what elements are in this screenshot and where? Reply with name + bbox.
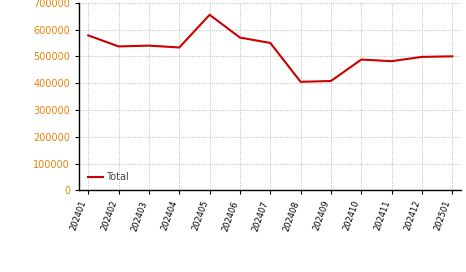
Total [237,36,243,39]
Total [358,58,364,61]
Total [207,13,212,16]
Total [177,46,182,49]
Total [267,41,273,45]
Legend: Total: Total [84,168,133,186]
Total [86,34,91,37]
Total [389,60,394,63]
Total [116,45,122,48]
Total [419,55,425,58]
Total [298,80,303,84]
Line: Total: Total [89,15,452,82]
Total [146,44,152,47]
Total [328,79,334,83]
Total [449,55,455,58]
